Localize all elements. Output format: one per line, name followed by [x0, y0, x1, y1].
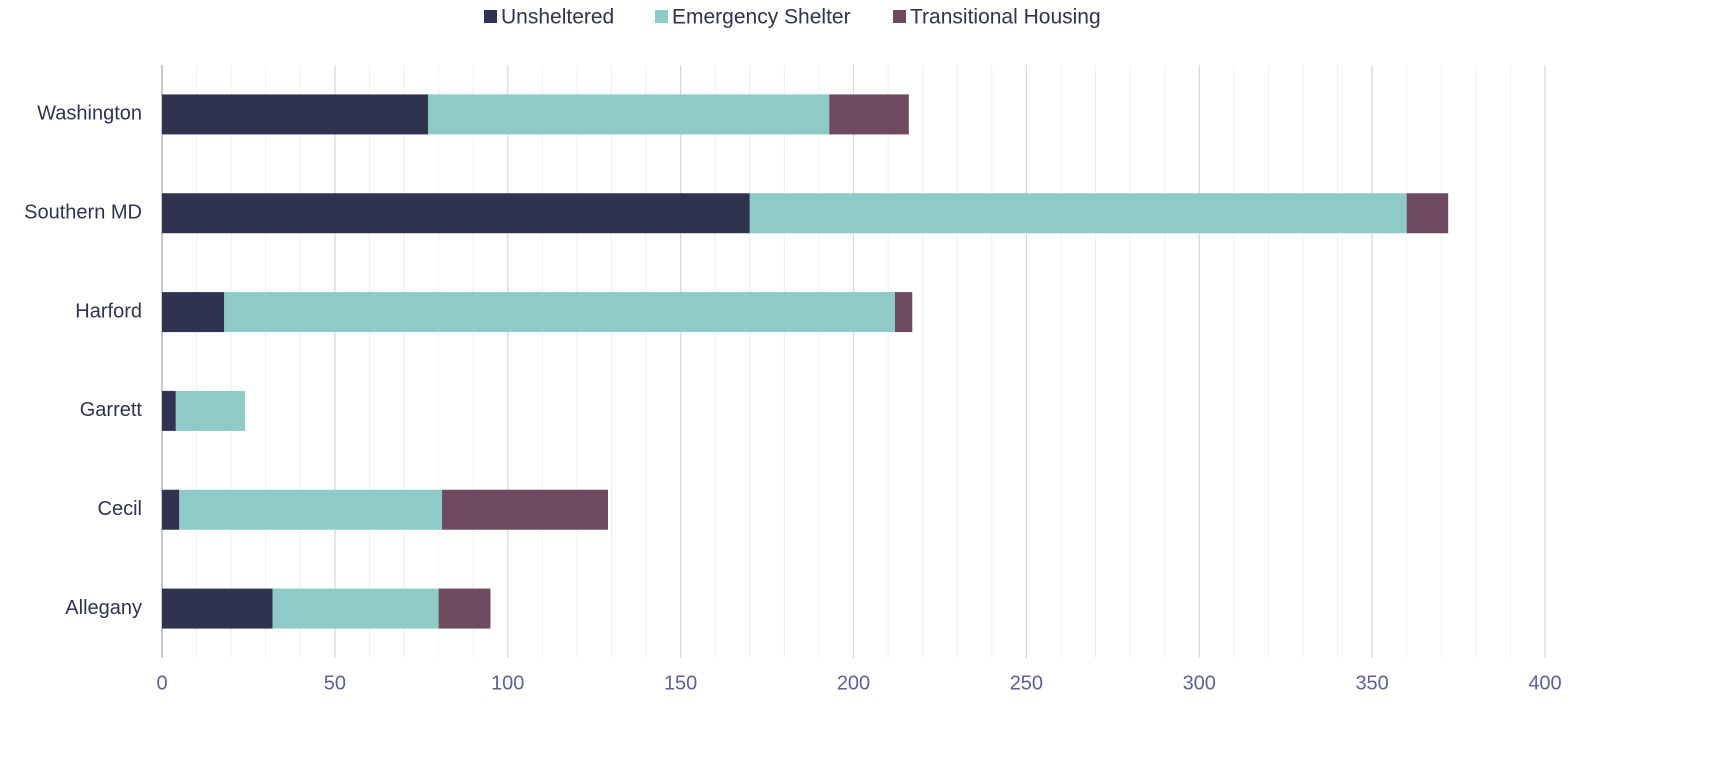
x-tick-label: 400	[1528, 672, 1561, 694]
x-tick-label: 200	[837, 672, 870, 694]
legend-label: Unsheltered	[501, 6, 614, 29]
x-tick-label: 100	[491, 672, 524, 694]
y-tick-label: Cecil	[98, 498, 142, 520]
x-tick-label: 350	[1355, 672, 1388, 694]
legend-swatch	[655, 10, 668, 23]
y-tick-label: Washington	[37, 103, 142, 125]
bar-segment	[175, 390, 245, 431]
legend-label: Emergency Shelter	[672, 6, 851, 29]
bar-segment	[162, 489, 180, 530]
bar-segment	[162, 390, 176, 431]
legend-swatch	[484, 10, 497, 23]
legend-swatch	[893, 10, 906, 23]
y-tick-label: Garrett	[80, 399, 143, 421]
bar-segment	[894, 292, 913, 333]
bar-segment	[1406, 193, 1449, 234]
bar-segment	[442, 489, 609, 530]
legend-label: Transitional Housing	[910, 6, 1101, 29]
y-tick-label: Southern MD	[24, 202, 142, 224]
bar-segment	[162, 94, 429, 135]
bar-segment	[272, 588, 439, 629]
bar-segment	[162, 588, 273, 629]
y-tick-label: Allegany	[65, 597, 142, 619]
bar-segment	[428, 94, 830, 135]
bar-segment	[438, 588, 491, 629]
y-tick-label: Harford	[75, 300, 142, 322]
bar-segment	[162, 193, 750, 234]
bar-segment	[224, 292, 895, 333]
bar-segment	[179, 489, 443, 530]
x-tick-label: 50	[324, 672, 346, 694]
x-tick-label: 0	[156, 672, 167, 694]
bar-segment	[829, 94, 909, 135]
x-tick-label: 150	[664, 672, 697, 694]
x-tick-label: 250	[1010, 672, 1043, 694]
x-tick-label: 300	[1183, 672, 1216, 694]
bar-segment	[162, 292, 225, 333]
bar-segment	[749, 193, 1407, 234]
